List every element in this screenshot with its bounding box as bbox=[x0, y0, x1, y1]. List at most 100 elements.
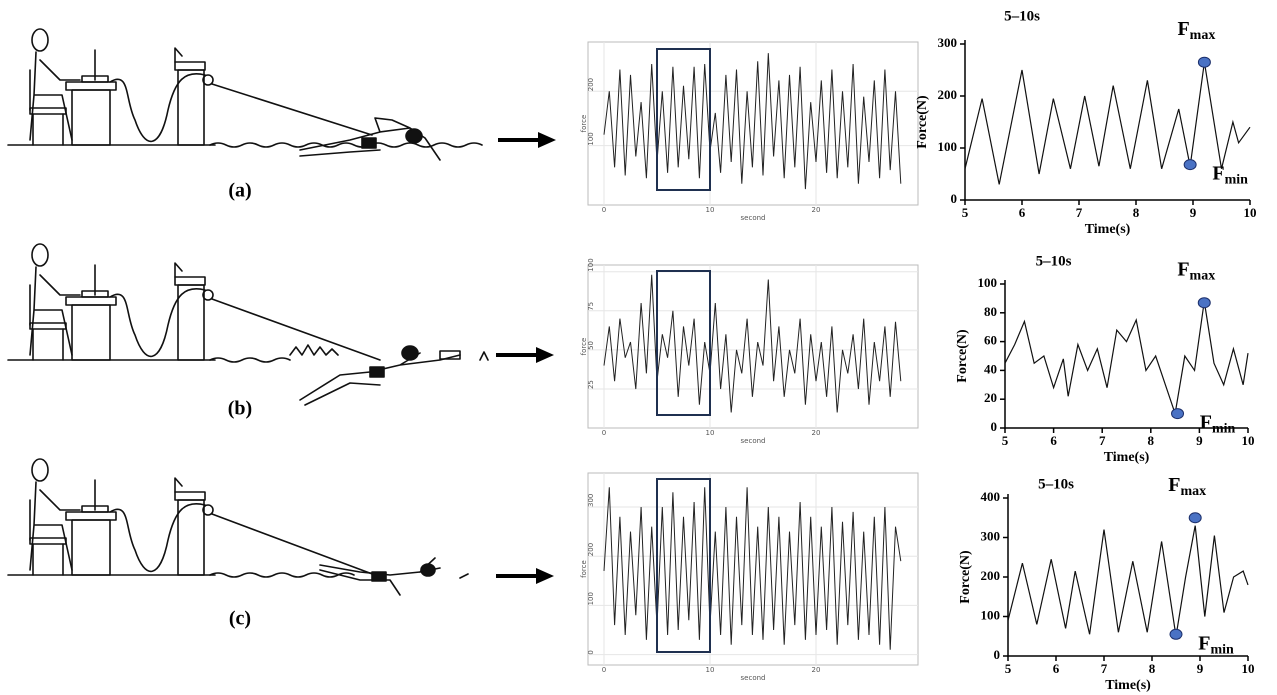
x-tick-label: 7 bbox=[1101, 661, 1108, 676]
marker-label-sub: min bbox=[1212, 422, 1236, 437]
setup-illustration-b bbox=[7, 243, 489, 406]
x-tick-label: 9 bbox=[1196, 433, 1203, 448]
y-tick-label: 200 bbox=[938, 87, 958, 102]
marker-label-sub: max bbox=[1190, 28, 1216, 43]
axis bbox=[1004, 280, 1248, 429]
plot-frame bbox=[587, 41, 919, 206]
x-tick-label: 9 bbox=[1197, 661, 1204, 676]
x-tick-label: 10 bbox=[706, 429, 715, 437]
marker-label: Fmax bbox=[1168, 473, 1206, 499]
x-tick-label: 7 bbox=[1076, 205, 1083, 220]
x-tick-label: 0 bbox=[602, 206, 606, 214]
chart: 0 100 200 300 400 5 6 7 8 9 10 5–10s Time(s) Force(N)… bbox=[958, 473, 1254, 693]
x-tick-label: 10 bbox=[706, 206, 715, 214]
x-axis-label: second bbox=[741, 214, 766, 222]
panel-label: (c) bbox=[229, 608, 251, 630]
x-tick-label: 9 bbox=[1190, 205, 1197, 220]
x-tick-label: 6 bbox=[1019, 205, 1026, 220]
data-line bbox=[1004, 301, 1249, 414]
plot-frame bbox=[587, 472, 919, 666]
y-tick-label: 50 bbox=[587, 341, 595, 350]
marker bbox=[1169, 628, 1183, 640]
y-axis-label: force bbox=[580, 115, 588, 133]
panel-label: (a) bbox=[228, 180, 251, 202]
marker bbox=[1183, 159, 1197, 171]
marker bbox=[1171, 408, 1185, 420]
x-tick-label: 10 bbox=[706, 666, 715, 674]
data-line bbox=[964, 62, 1251, 185]
y-tick-label: 20 bbox=[984, 390, 997, 405]
x-tick-label: 8 bbox=[1133, 205, 1140, 220]
y-tick-label: 400 bbox=[981, 489, 1001, 504]
marker-label-main: F bbox=[1198, 632, 1210, 654]
x-tick-label: 10 bbox=[1242, 661, 1255, 676]
chart: 25 50 75 100 0 10 20 second force bbox=[580, 258, 919, 445]
x-tick-label: 20 bbox=[812, 206, 821, 214]
y-tick-label: 0 bbox=[951, 191, 958, 206]
x-tick-label: 20 bbox=[812, 429, 821, 437]
axis bbox=[964, 40, 1250, 201]
marker bbox=[1197, 56, 1211, 68]
x-tick-label: 5 bbox=[1005, 661, 1012, 676]
panel-label: (b) bbox=[228, 398, 252, 420]
chart: 100 200 0 10 20 second force bbox=[580, 41, 919, 222]
chart: 0 100 200 300 5 6 7 8 9 10 5–10s Time(s) Force(N) Fma… bbox=[915, 8, 1256, 237]
x-axis-label: second bbox=[741, 674, 766, 682]
marker-label: Fmin bbox=[1200, 411, 1236, 437]
marker-label-sub: max bbox=[1180, 484, 1206, 499]
data-line bbox=[603, 53, 902, 190]
y-tick-label: 0 bbox=[991, 419, 998, 434]
y-tick-label: 80 bbox=[984, 304, 997, 319]
y-tick-label: 100 bbox=[938, 139, 958, 154]
marker-label: Fmin bbox=[1198, 632, 1234, 658]
x-tick-label: 5 bbox=[962, 205, 969, 220]
y-tick-label: 300 bbox=[981, 528, 1001, 543]
y-tick-label: 25 bbox=[587, 380, 595, 389]
setup-illustration-c bbox=[7, 458, 469, 596]
marker bbox=[1188, 512, 1202, 524]
y-tick-label: 0 bbox=[587, 650, 595, 654]
marker-label-sub: min bbox=[1210, 642, 1234, 657]
x-tick-label: 7 bbox=[1099, 433, 1106, 448]
x-tick-label: 10 bbox=[1244, 205, 1257, 220]
marker-label-main: F bbox=[1177, 18, 1189, 40]
marker-label-sub: max bbox=[1190, 269, 1216, 284]
y-tick-label: 0 bbox=[994, 647, 1001, 662]
chart: 0 20 40 60 80 100 5 6 7 8 9 10 5–10s Time(s) Force(N) F… bbox=[955, 253, 1254, 465]
y-tick-label: 300 bbox=[938, 35, 958, 50]
x-tick-label: 6 bbox=[1050, 433, 1057, 448]
y-tick-label: 40 bbox=[984, 361, 997, 376]
x-tick-label: 10 bbox=[1242, 433, 1255, 448]
marker-label: Fmax bbox=[1177, 18, 1215, 44]
y-tick-label: 100 bbox=[587, 132, 595, 145]
marker-label: Fmax bbox=[1177, 258, 1215, 284]
marker-label-main: F bbox=[1212, 162, 1224, 184]
x-axis-label: second bbox=[741, 437, 766, 445]
chart-title: 5–10s bbox=[1004, 8, 1040, 24]
x-tick-label: 0 bbox=[602, 666, 606, 674]
y-axis-label: Force(N) bbox=[955, 329, 970, 383]
y-axis-label: force bbox=[580, 560, 588, 578]
y-tick-label: 100 bbox=[978, 275, 998, 290]
y-tick-label: 75 bbox=[587, 302, 595, 311]
y-tick-label: 200 bbox=[981, 568, 1001, 583]
chart-title: 5–10s bbox=[1036, 253, 1072, 269]
x-axis-label: Time(s) bbox=[1105, 678, 1151, 693]
x-tick-label: 0 bbox=[602, 429, 606, 437]
x-tick-label: 5 bbox=[1002, 433, 1009, 448]
data-line bbox=[603, 487, 902, 650]
y-tick-label: 100 bbox=[587, 592, 595, 605]
chart-title: 5–10s bbox=[1038, 476, 1074, 492]
highlight-window bbox=[656, 270, 711, 416]
chart: 0 100 200 300 0 10 20 second force bbox=[580, 472, 919, 682]
y-tick-label: 300 bbox=[587, 494, 595, 507]
setup-illustration-a bbox=[7, 28, 483, 161]
x-tick-label: 8 bbox=[1149, 661, 1156, 676]
x-tick-label: 20 bbox=[812, 666, 821, 674]
highlight-window bbox=[656, 48, 711, 191]
y-tick-label: 200 bbox=[587, 78, 595, 91]
marker bbox=[1197, 297, 1211, 309]
marker-label-sub: min bbox=[1225, 173, 1249, 188]
y-tick-label: 60 bbox=[984, 333, 997, 348]
